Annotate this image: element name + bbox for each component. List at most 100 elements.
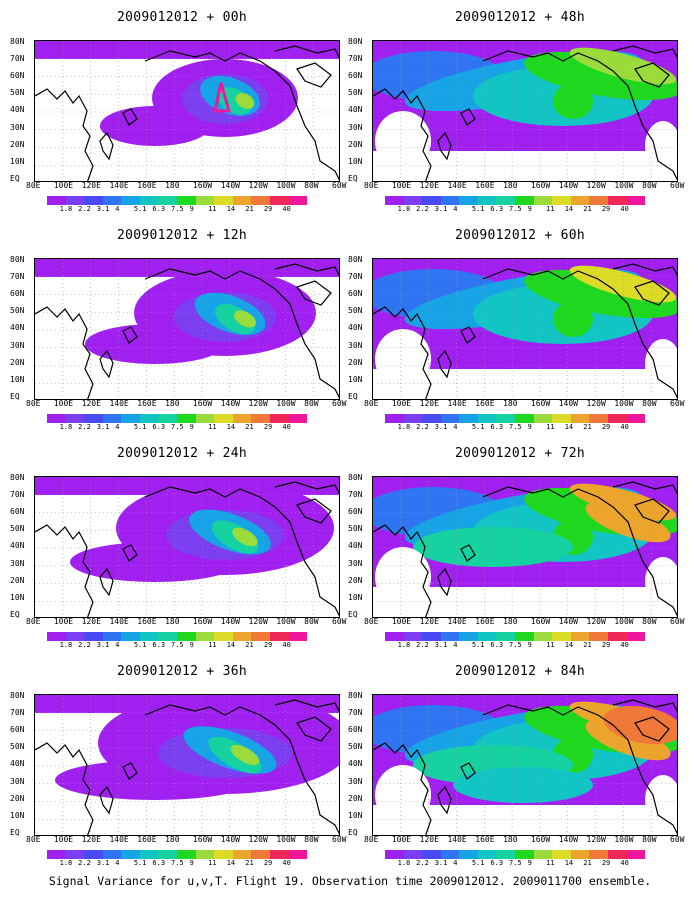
lon-label: 80E	[26, 181, 41, 190]
lat-label: 20N	[348, 139, 363, 149]
variance-map	[34, 40, 340, 182]
clear-region	[645, 339, 677, 389]
colorbar-swatch	[607, 850, 627, 859]
lon-label: 120W	[248, 181, 268, 190]
colorbar-swatch	[121, 632, 140, 641]
colorbar-label: 11	[208, 641, 217, 649]
lon-label: 160E	[475, 399, 495, 408]
lon-label: 160W	[192, 181, 213, 190]
colorbar-label: 3.1	[434, 641, 448, 649]
colorbar-swatch	[440, 632, 460, 641]
colorbar-swatch	[232, 196, 252, 205]
lon-label: 100E	[391, 181, 412, 190]
lon-label: 100E	[53, 835, 74, 844]
variance-map	[372, 476, 678, 618]
coastlines	[373, 263, 677, 399]
colorbar-label: 2.2	[416, 205, 429, 213]
colorbar-swatch	[496, 632, 516, 641]
lon-label: 140E	[447, 399, 467, 408]
clear-region	[645, 775, 677, 825]
colorbar-label: 14	[564, 859, 574, 867]
lat-label: 60N	[348, 289, 363, 299]
lat-label: 20N	[10, 139, 25, 149]
colorbar-label: 40	[282, 423, 291, 431]
colorbar-label: 9	[527, 641, 532, 649]
colorbar-label: 2.2	[78, 641, 91, 649]
map-svg	[373, 259, 677, 399]
lon-label: 80W	[304, 181, 319, 190]
lon-label: 140E	[447, 617, 467, 626]
lat-label: EQ	[348, 173, 358, 183]
colorbar-swatch	[47, 414, 66, 423]
colorbar-label: 7.5	[171, 423, 184, 431]
colorbar-label: 29	[601, 859, 611, 867]
colorbar-swatch	[626, 632, 646, 641]
colorbar-label: 9	[189, 205, 194, 213]
colorbar-label: 40	[620, 205, 629, 213]
colorbar-label: 6.3	[490, 205, 504, 213]
colorbar-swatch	[607, 632, 627, 641]
colorbar-label: 5.1	[133, 859, 147, 867]
colorbar-label: 14	[564, 641, 574, 649]
colorbar-swatch	[515, 414, 534, 423]
colorbar-label: 7.5	[171, 205, 184, 213]
lat-label: 70N	[10, 54, 25, 64]
colorbar-label: 11	[546, 641, 555, 649]
forecast-panel: 2009012012 + 60h 80N 70N 60N 50N 40N 30N 20N 10N…	[348, 218, 690, 438]
lat-label: EQ	[10, 609, 20, 619]
lat-label: 30N	[10, 558, 25, 568]
colorbar-swatch	[422, 196, 441, 205]
panel-title: 2009012012 + 24h	[116, 446, 248, 461]
colorbar-label: 14	[226, 641, 236, 649]
lon-label: 180	[503, 181, 518, 190]
map-svg	[373, 695, 677, 835]
colorbar-label: 6.3	[490, 641, 504, 649]
variance-region	[524, 269, 677, 319]
lat-label: 30N	[10, 776, 25, 786]
lat-label: 80N	[348, 691, 363, 700]
colorbar-label: 9	[189, 423, 194, 431]
lon-label: 60W	[332, 399, 347, 408]
colorbar-swatch	[158, 850, 178, 859]
colorbar-label: 7.5	[171, 859, 184, 867]
lat-label: 70N	[348, 490, 363, 500]
colorbar-label: 5.1	[471, 859, 485, 867]
lat-label: 60N	[10, 507, 25, 517]
lon-label: 180	[165, 617, 180, 626]
lon-label: 120W	[586, 399, 606, 408]
panel-title: 2009012012 + 00h	[116, 10, 248, 25]
colorbar-swatch	[570, 196, 590, 205]
lon-label: 140W	[220, 399, 240, 408]
lon-label: 120W	[586, 835, 606, 844]
colorbar-swatch	[158, 414, 178, 423]
colorbar	[47, 414, 308, 423]
lat-label: 60N	[10, 71, 25, 81]
lat-label: 10N	[10, 156, 25, 166]
colorbar-label: 11	[546, 423, 555, 431]
lon-label: 80E	[26, 617, 41, 626]
lat-label: 20N	[348, 357, 363, 367]
colorbar-label: 21	[583, 641, 592, 649]
lon-label: 100W	[276, 835, 296, 844]
panel-title: 2009012012 + 84h	[454, 664, 586, 679]
lat-label: 50N	[348, 306, 363, 316]
lon-label: 180	[503, 835, 518, 844]
colorbar-label: 11	[208, 205, 217, 213]
lon-label: 100E	[391, 617, 412, 626]
colorbar-label: 6.3	[490, 859, 504, 867]
colorbar-swatch	[47, 850, 66, 859]
panel-title: 2009012012 + 12h	[116, 228, 248, 243]
lon-label: 100W	[614, 181, 634, 190]
colorbar-label: 21	[245, 423, 254, 431]
coastlines	[35, 45, 339, 181]
lon-label: 60W	[332, 835, 347, 844]
colorbar-swatch	[195, 632, 215, 641]
colorbar-swatch	[288, 632, 308, 641]
lon-label: 140E	[109, 181, 129, 190]
lon-label: 140E	[109, 399, 129, 408]
clear-region	[375, 547, 431, 607]
colorbar-swatch	[84, 850, 103, 859]
colorbar-label: 1.8	[59, 859, 73, 867]
colorbar-label: 29	[601, 641, 611, 649]
colorbar-label: 2.2	[78, 205, 91, 213]
